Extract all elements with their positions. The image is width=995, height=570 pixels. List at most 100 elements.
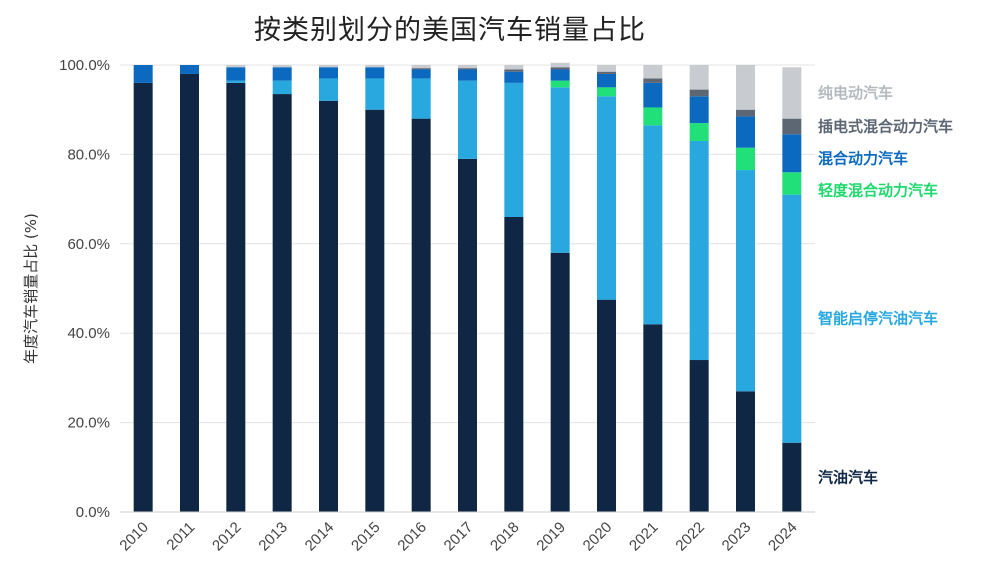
bar-segment xyxy=(411,69,431,79)
bar-segment xyxy=(365,65,385,68)
y-tick-label: 40.0% xyxy=(67,325,110,342)
y-axis-label: 年度汽车销量占比 (%) xyxy=(22,213,40,364)
bar-segment xyxy=(782,442,802,512)
legend-label: 汽油汽车 xyxy=(818,468,878,486)
bar-segment xyxy=(133,82,153,512)
x-tick-label: 2015 xyxy=(348,519,384,555)
bar-segment xyxy=(550,80,570,88)
bar-segment xyxy=(597,71,616,74)
bar-segment xyxy=(319,67,338,79)
bar-segment xyxy=(643,65,663,79)
bar-segment xyxy=(226,82,246,512)
bar-segment xyxy=(458,80,477,159)
bar-segment xyxy=(272,65,292,68)
bar-segment xyxy=(643,78,663,83)
bar-segment xyxy=(597,299,616,512)
bar-segment xyxy=(458,68,477,70)
bar-segment xyxy=(597,87,616,97)
x-tick-label: 2010 xyxy=(116,519,152,555)
x-tick-label: 2014 xyxy=(302,519,338,555)
bar-segment xyxy=(504,69,524,72)
bar-segment xyxy=(411,118,431,512)
bar-segment xyxy=(689,360,709,512)
bar-segment xyxy=(736,116,755,148)
bar-segment xyxy=(272,80,292,95)
bar-segment xyxy=(643,125,663,325)
y-tick-label: 0.0% xyxy=(76,504,110,521)
bar-segment xyxy=(319,78,338,101)
bar-segment xyxy=(504,71,524,83)
bar-segment xyxy=(272,67,292,81)
legend-label: 轻度混合动力汽车 xyxy=(818,181,938,199)
bar-segment xyxy=(226,80,246,83)
bar-segment xyxy=(504,65,524,70)
bar-segment xyxy=(643,324,663,512)
bar-segment xyxy=(643,82,663,108)
bar-segment xyxy=(782,172,802,195)
legend-label: 纯电动汽车 xyxy=(818,84,893,102)
y-tick-label: 60.0% xyxy=(67,236,110,253)
x-tick-label: 2012 xyxy=(209,519,245,555)
bar-segment xyxy=(504,216,524,513)
bar-segment xyxy=(226,67,246,81)
bar-segment xyxy=(133,65,153,83)
x-tick-label: 2023 xyxy=(719,519,755,555)
bar-segment xyxy=(736,65,755,110)
bar-segment xyxy=(550,69,570,81)
legend-label: 智能启停汽油汽车 xyxy=(818,310,938,328)
bar-segment xyxy=(689,96,709,124)
y-tick-label: 80.0% xyxy=(67,146,110,163)
bar-segment xyxy=(411,65,431,69)
bar-segment xyxy=(411,78,431,119)
bar-segment xyxy=(180,73,199,512)
bar-segment xyxy=(689,140,709,361)
bar-segment xyxy=(319,65,338,68)
x-tick-label: 2019 xyxy=(533,519,569,555)
bar-segment xyxy=(550,87,570,253)
bar-segment xyxy=(504,82,524,217)
x-tick-label: 2016 xyxy=(394,519,430,555)
bar-segment xyxy=(643,107,663,126)
x-tick-label: 2017 xyxy=(441,519,477,555)
bar-segment xyxy=(736,109,755,117)
bar-segment xyxy=(458,65,477,69)
bar-segment xyxy=(272,94,292,513)
bar-segment xyxy=(550,252,570,513)
bar-segment xyxy=(365,109,385,512)
x-tick-label: 2022 xyxy=(672,519,708,555)
x-tick-label: 2021 xyxy=(626,519,662,555)
legend-label: 混合动力汽车 xyxy=(818,149,908,167)
bar-segment xyxy=(782,67,802,119)
bar-segment xyxy=(597,96,616,300)
y-tick-label: 20.0% xyxy=(67,415,110,432)
bar-segment xyxy=(180,65,199,74)
x-tick-label: 2020 xyxy=(580,519,616,555)
bar-segment xyxy=(736,147,755,171)
bar-segment xyxy=(689,65,709,90)
bar-segment xyxy=(597,65,616,72)
bar-segment xyxy=(411,68,431,70)
bar-segment xyxy=(736,391,755,512)
bar-segment xyxy=(550,62,570,68)
bar-segment xyxy=(689,89,709,97)
bar-segment xyxy=(226,65,246,68)
x-tick-label: 2024 xyxy=(765,519,801,555)
bar-segment xyxy=(458,158,477,512)
bar-segment xyxy=(782,118,802,135)
x-tick-label: 2013 xyxy=(255,519,291,555)
bar-segment xyxy=(689,123,709,141)
bar-segment xyxy=(597,73,616,88)
bar-segment xyxy=(458,69,477,81)
bar-segment xyxy=(782,194,802,443)
bar-segment xyxy=(782,134,802,173)
bar-segment xyxy=(550,67,570,70)
bar-segment xyxy=(365,67,385,79)
x-tick-label: 2018 xyxy=(487,519,523,555)
legend-label: 插电式混合动力汽车 xyxy=(818,117,953,135)
bar-segment xyxy=(736,170,755,392)
bar-segment xyxy=(319,100,338,512)
chart-title: 按类别划分的美国汽车销量占比 xyxy=(254,15,646,46)
bar-segment xyxy=(365,78,385,110)
y-tick-label: 100.0% xyxy=(59,57,110,74)
